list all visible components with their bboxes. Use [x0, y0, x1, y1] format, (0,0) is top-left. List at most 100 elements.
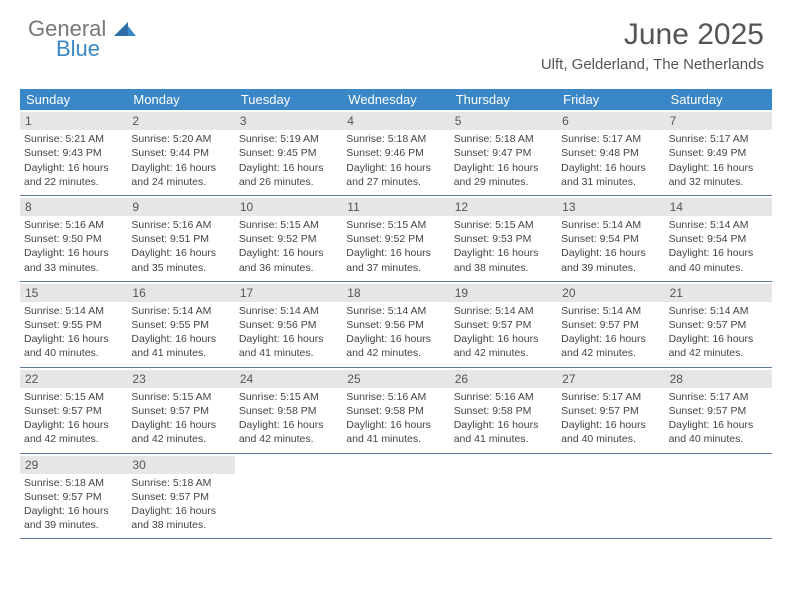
sunset-text: Sunset: 9:54 PM	[561, 232, 660, 246]
daylight-text: Daylight: 16 hours and 33 minutes.	[24, 246, 123, 274]
day-cell: 4Sunrise: 5:18 AMSunset: 9:46 PMDaylight…	[342, 110, 449, 195]
sunrise-text: Sunrise: 5:17 AM	[669, 132, 768, 146]
sunset-text: Sunset: 9:57 PM	[561, 404, 660, 418]
weekday-label: Wednesday	[342, 89, 449, 110]
sunset-text: Sunset: 9:56 PM	[346, 318, 445, 332]
day-cell: 25Sunrise: 5:16 AMSunset: 9:58 PMDayligh…	[342, 368, 449, 453]
daylight-text: Daylight: 16 hours and 42 minutes.	[131, 418, 230, 446]
day-number: 14	[665, 198, 772, 216]
day-number: 26	[450, 370, 557, 388]
sunset-text: Sunset: 9:54 PM	[669, 232, 768, 246]
day-number: 12	[450, 198, 557, 216]
daylight-text: Daylight: 16 hours and 40 minutes.	[669, 418, 768, 446]
daylight-text: Daylight: 16 hours and 37 minutes.	[346, 246, 445, 274]
daylight-text: Daylight: 16 hours and 40 minutes.	[669, 246, 768, 274]
sunset-text: Sunset: 9:58 PM	[346, 404, 445, 418]
day-number: 24	[235, 370, 342, 388]
day-number: 25	[342, 370, 449, 388]
weekday-label: Friday	[557, 89, 664, 110]
sunrise-text: Sunrise: 5:16 AM	[454, 390, 553, 404]
day-number: 4	[342, 112, 449, 130]
sunrise-text: Sunrise: 5:14 AM	[454, 304, 553, 318]
sunrise-text: Sunrise: 5:14 AM	[239, 304, 338, 318]
day-cell: 3Sunrise: 5:19 AMSunset: 9:45 PMDaylight…	[235, 110, 342, 195]
daylight-text: Daylight: 16 hours and 42 minutes.	[239, 418, 338, 446]
day-cell: 16Sunrise: 5:14 AMSunset: 9:55 PMDayligh…	[127, 282, 234, 367]
day-number: 21	[665, 284, 772, 302]
daylight-text: Daylight: 16 hours and 41 minutes.	[239, 332, 338, 360]
sunrise-text: Sunrise: 5:14 AM	[669, 218, 768, 232]
day-cell	[450, 454, 557, 539]
daylight-text: Daylight: 16 hours and 22 minutes.	[24, 161, 123, 189]
day-number: 16	[127, 284, 234, 302]
sunrise-text: Sunrise: 5:15 AM	[131, 390, 230, 404]
day-number: 19	[450, 284, 557, 302]
day-number: 3	[235, 112, 342, 130]
daylight-text: Daylight: 16 hours and 26 minutes.	[239, 161, 338, 189]
location-label: Ulft, Gelderland, The Netherlands	[541, 56, 764, 73]
sunrise-text: Sunrise: 5:18 AM	[24, 476, 123, 490]
day-cell: 28Sunrise: 5:17 AMSunset: 9:57 PMDayligh…	[665, 368, 772, 453]
day-cell: 21Sunrise: 5:14 AMSunset: 9:57 PMDayligh…	[665, 282, 772, 367]
month-title: June 2025	[541, 18, 764, 52]
sunset-text: Sunset: 9:58 PM	[239, 404, 338, 418]
day-number: 5	[450, 112, 557, 130]
sunset-text: Sunset: 9:57 PM	[454, 318, 553, 332]
sunrise-text: Sunrise: 5:15 AM	[239, 390, 338, 404]
sunset-text: Sunset: 9:56 PM	[239, 318, 338, 332]
week-row: 22Sunrise: 5:15 AMSunset: 9:57 PMDayligh…	[20, 368, 772, 454]
sunset-text: Sunset: 9:55 PM	[24, 318, 123, 332]
daylight-text: Daylight: 16 hours and 39 minutes.	[561, 246, 660, 274]
sunrise-text: Sunrise: 5:17 AM	[561, 390, 660, 404]
day-cell: 1 Sunrise: 5:21 AMSunset: 9:43 PMDaylight…	[20, 110, 127, 195]
day-cell: 19Sunrise: 5:14 AMSunset: 9:57 PMDayligh…	[450, 282, 557, 367]
logo-triangle-icon	[114, 16, 136, 41]
sunrise-text: Sunrise: 5:14 AM	[24, 304, 123, 318]
sunset-text: Sunset: 9:43 PM	[24, 146, 123, 160]
sunrise-text: Sunrise: 5:15 AM	[346, 218, 445, 232]
day-number: 10	[235, 198, 342, 216]
daylight-text: Daylight: 16 hours and 42 minutes.	[24, 418, 123, 446]
sunset-text: Sunset: 9:57 PM	[669, 404, 768, 418]
sunset-text: Sunset: 9:58 PM	[454, 404, 553, 418]
sunrise-text: Sunrise: 5:14 AM	[346, 304, 445, 318]
day-number: 29	[20, 456, 127, 474]
day-number: 22	[20, 370, 127, 388]
sunset-text: Sunset: 9:57 PM	[24, 404, 123, 418]
day-cell: 7Sunrise: 5:17 AMSunset: 9:49 PMDaylight…	[665, 110, 772, 195]
week-row: 1Sunrise: 5:21 AMSunset: 9:43 PMDaylight…	[20, 110, 772, 196]
sunset-text: Sunset: 9:52 PM	[346, 232, 445, 246]
day-cell: 30Sunrise: 5:18 AMSunset: 9:57 PMDayligh…	[127, 454, 234, 539]
day-cell: 6Sunrise: 5:17 AMSunset: 9:48 PMDaylight…	[557, 110, 664, 195]
day-number: 11	[342, 198, 449, 216]
day-cell: 23Sunrise: 5:15 AMSunset: 9:57 PMDayligh…	[127, 368, 234, 453]
day-number: 15	[20, 284, 127, 302]
day-cell: 18Sunrise: 5:14 AMSunset: 9:56 PMDayligh…	[342, 282, 449, 367]
sunrise-text: Sunrise: 5:16 AM	[24, 218, 123, 232]
day-cell: 13Sunrise: 5:14 AMSunset: 9:54 PMDayligh…	[557, 196, 664, 281]
day-cell	[665, 454, 772, 539]
daylight-text: Daylight: 16 hours and 24 minutes.	[131, 161, 230, 189]
calendar: Sunday Monday Tuesday Wednesday Thursday…	[20, 89, 772, 539]
daylight-text: Daylight: 16 hours and 39 minutes.	[24, 504, 123, 532]
day-number: 1	[20, 112, 127, 130]
day-cell: 24 Sunrise: 5:15 AMSunset: 9:58 PMDayligh…	[235, 368, 342, 453]
logo: General Blue	[28, 18, 136, 60]
day-cell: 5Sunrise: 5:18 AMSunset: 9:47 PMDaylight…	[450, 110, 557, 195]
daylight-text: Daylight: 16 hours and 41 minutes.	[131, 332, 230, 360]
sunset-text: Sunset: 9:44 PM	[131, 146, 230, 160]
day-number: 30	[127, 456, 234, 474]
daylight-text: Daylight: 16 hours and 36 minutes.	[239, 246, 338, 274]
day-cell: 8Sunrise: 5:16 AMSunset: 9:50 PMDaylight…	[20, 196, 127, 281]
daylight-text: Daylight: 16 hours and 31 minutes.	[561, 161, 660, 189]
daylight-text: Daylight: 16 hours and 35 minutes.	[131, 246, 230, 274]
sunset-text: Sunset: 9:57 PM	[131, 404, 230, 418]
weeks-grid: 1Sunrise: 5:21 AMSunset: 9:43 PMDaylight…	[20, 110, 772, 539]
sunrise-text: Sunrise: 5:21 AM	[24, 132, 123, 146]
weekday-label: Monday	[127, 89, 234, 110]
day-cell: 2Sunrise: 5:20 AMSunset: 9:44 PMDaylight…	[127, 110, 234, 195]
sunrise-text: Sunrise: 5:15 AM	[24, 390, 123, 404]
week-row: 15Sunrise: 5:14 AMSunset: 9:55 PMDayligh…	[20, 282, 772, 368]
sunset-text: Sunset: 9:57 PM	[561, 318, 660, 332]
day-number: 7	[665, 112, 772, 130]
